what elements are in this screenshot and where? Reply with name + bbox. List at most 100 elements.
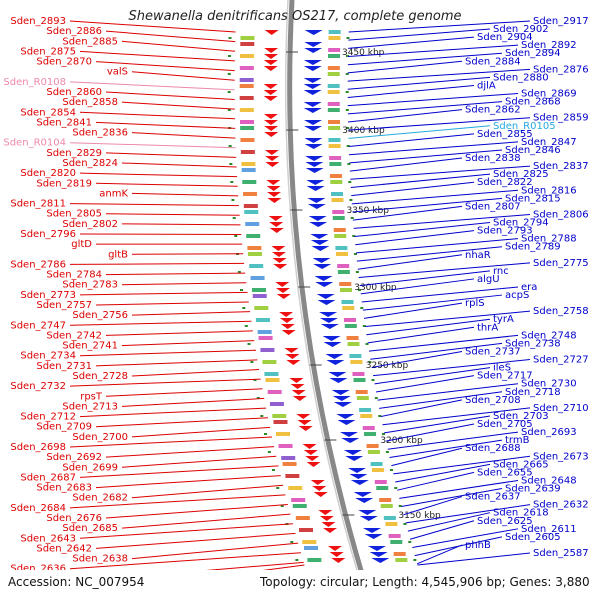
right-gene-label[interactable]: nhaR: [465, 250, 491, 261]
right-gene-label[interactable]: Sden_2605: [505, 532, 561, 543]
right-gene-label[interactable]: Sden_2727: [533, 355, 589, 366]
right-gene-label[interactable]: Sden_2859: [533, 113, 589, 124]
right-gene-label[interactable]: Sden_2718: [505, 387, 561, 398]
right-gene-label[interactable]: Sden_2847: [521, 137, 577, 148]
left-gene-label[interactable]: Sden_2698: [10, 442, 66, 453]
left-gene-label[interactable]: Sden_2829: [46, 148, 102, 159]
right-gene-label[interactable]: Sden_2611: [521, 524, 577, 535]
left-gene-label[interactable]: Sden_2756: [72, 310, 128, 321]
left-gene-label[interactable]: rpsT: [80, 391, 103, 402]
right-gene-label[interactable]: Sden_2869: [521, 89, 577, 100]
left-gene-label[interactable]: Sden_2699: [62, 462, 118, 473]
left-gene-label[interactable]: Sden_2676: [46, 513, 102, 524]
left-gene-label[interactable]: Sden_2860: [46, 87, 102, 98]
right-gene-label[interactable]: Sden_2639: [505, 484, 561, 495]
right-gene-label[interactable]: Sden_2846: [505, 145, 561, 156]
left-gene-label[interactable]: Sden_2712: [20, 412, 76, 423]
right-gene-label[interactable]: Sden_2618: [493, 508, 549, 519]
left-gene-label[interactable]: Sden_2805: [46, 209, 102, 220]
right-gene-label[interactable]: Sden_2876: [533, 64, 589, 75]
left-gene-label[interactable]: Sden_2836: [72, 128, 128, 139]
right-gene-label[interactable]: Sden_2837: [533, 161, 589, 172]
left-gene-label[interactable]: Sden_2642: [36, 543, 92, 554]
left-gene-label[interactable]: Sden_2728: [72, 371, 128, 382]
left-gene-label[interactable]: Sden_R0104: [3, 138, 66, 149]
right-gene-label[interactable]: Sden_2880: [493, 72, 549, 83]
right-gene-label[interactable]: Sden_2708: [465, 395, 521, 406]
left-gene-label[interactable]: Sden_2741: [62, 341, 118, 352]
left-gene-label[interactable]: Sden_2731: [36, 361, 92, 372]
left-gene-label[interactable]: Sden_2687: [20, 472, 76, 483]
right-gene-label[interactable]: trmB: [505, 435, 530, 446]
right-gene-label[interactable]: Sden_R0105: [493, 121, 556, 132]
left-gene-label[interactable]: Sden_2796: [20, 229, 76, 240]
right-gene-label[interactable]: Sden_2904: [477, 32, 533, 43]
right-gene-label[interactable]: Sden_2789: [505, 242, 561, 253]
left-gene-label[interactable]: Sden_2683: [36, 483, 92, 494]
right-gene-label[interactable]: Sden_2665: [493, 459, 549, 470]
left-gene-label[interactable]: Sden_2875: [20, 46, 76, 57]
right-gene-label[interactable]: Sden_2625: [477, 516, 533, 527]
left-gene-label[interactable]: Sden_2786: [10, 259, 66, 270]
left-gene-label[interactable]: Sden_R0108: [3, 77, 66, 88]
right-gene-label[interactable]: Sden_2637: [465, 492, 521, 503]
left-gene-label[interactable]: Sden_2692: [46, 452, 102, 463]
right-gene-label[interactable]: rplS: [465, 298, 485, 309]
left-gene-label[interactable]: Sden_2742: [46, 330, 102, 341]
right-gene-label[interactable]: Sden_2705: [477, 419, 533, 430]
left-gene-label[interactable]: Sden_2732: [10, 381, 66, 392]
right-gene-label[interactable]: Sden_2894: [505, 48, 561, 59]
left-gene-label[interactable]: gltD: [71, 239, 92, 250]
left-gene-label[interactable]: Sden_2709: [36, 422, 92, 433]
right-gene-label[interactable]: Sden_2838: [465, 153, 521, 164]
right-gene-label[interactable]: Sden_2807: [465, 201, 521, 212]
right-gene-label[interactable]: Sden_2825: [493, 169, 549, 180]
right-gene-label[interactable]: Sden_2717: [477, 371, 533, 382]
right-gene-label[interactable]: Sden_2758: [533, 306, 589, 317]
left-gene-label[interactable]: Sden_2784: [46, 270, 102, 281]
right-gene-label[interactable]: Sden_2688: [465, 443, 521, 454]
right-gene-label[interactable]: ileS: [493, 363, 511, 374]
right-gene-label[interactable]: djlA: [477, 80, 496, 91]
right-gene-label[interactable]: Sden_2892: [521, 40, 577, 51]
right-gene-label[interactable]: Sden_2806: [533, 209, 589, 220]
right-gene-label[interactable]: Sden_2738: [505, 338, 561, 349]
right-gene-label[interactable]: Sden_2815: [505, 193, 561, 204]
left-gene-label[interactable]: Sden_2820: [20, 168, 76, 179]
left-gene-label[interactable]: Sden_2638: [72, 554, 128, 565]
left-gene-label[interactable]: Sden_2682: [72, 493, 128, 504]
right-gene-label[interactable]: Sden_2710: [533, 403, 589, 414]
right-gene-label[interactable]: algU: [477, 274, 500, 285]
left-gene-label[interactable]: Sden_2886: [46, 26, 102, 37]
left-gene-label[interactable]: Sden_2870: [36, 57, 92, 68]
left-gene-label[interactable]: Sden_2636: [10, 564, 66, 575]
right-gene-label[interactable]: Sden_2655: [477, 467, 533, 478]
right-gene-label[interactable]: Sden_2816: [521, 185, 577, 196]
right-gene-label[interactable]: Sden_2793: [477, 226, 533, 237]
left-gene-label[interactable]: Sden_2811: [10, 199, 66, 210]
right-gene-label[interactable]: Sden_2862: [465, 105, 521, 116]
left-gene-label[interactable]: anmK: [99, 188, 128, 199]
left-gene-label[interactable]: gltB: [108, 249, 128, 260]
left-gene-label[interactable]: Sden_2854: [20, 107, 76, 118]
right-gene-label[interactable]: Sden_2794: [493, 218, 549, 229]
right-gene-label[interactable]: Sden_2822: [477, 177, 533, 188]
right-gene-label[interactable]: Sden_2737: [465, 346, 521, 357]
left-gene-label[interactable]: Sden_2734: [20, 351, 76, 362]
right-gene-label[interactable]: Sden_2648: [521, 475, 577, 486]
right-gene-label[interactable]: Sden_2748: [521, 330, 577, 341]
left-gene-label[interactable]: Sden_2858: [62, 97, 118, 108]
left-gene-label[interactable]: Sden_2700: [72, 432, 128, 443]
left-gene-label[interactable]: Sden_2685: [62, 523, 118, 534]
right-gene-label[interactable]: Sden_2902: [493, 24, 549, 35]
right-gene-label[interactable]: rnc: [493, 266, 509, 277]
left-gene-label[interactable]: Sden_2841: [36, 117, 92, 128]
left-gene-label[interactable]: Sden_2643: [20, 533, 76, 544]
right-gene-label[interactable]: era: [521, 282, 537, 293]
left-gene-label[interactable]: Sden_2824: [62, 158, 118, 169]
left-gene-label[interactable]: Sden_2885: [62, 36, 118, 47]
right-gene-label[interactable]: phhB: [465, 540, 491, 551]
left-gene-label[interactable]: Sden_2819: [36, 178, 92, 189]
right-gene-label[interactable]: tyrA: [493, 314, 514, 325]
right-gene-label[interactable]: Sden_2855: [477, 129, 533, 140]
